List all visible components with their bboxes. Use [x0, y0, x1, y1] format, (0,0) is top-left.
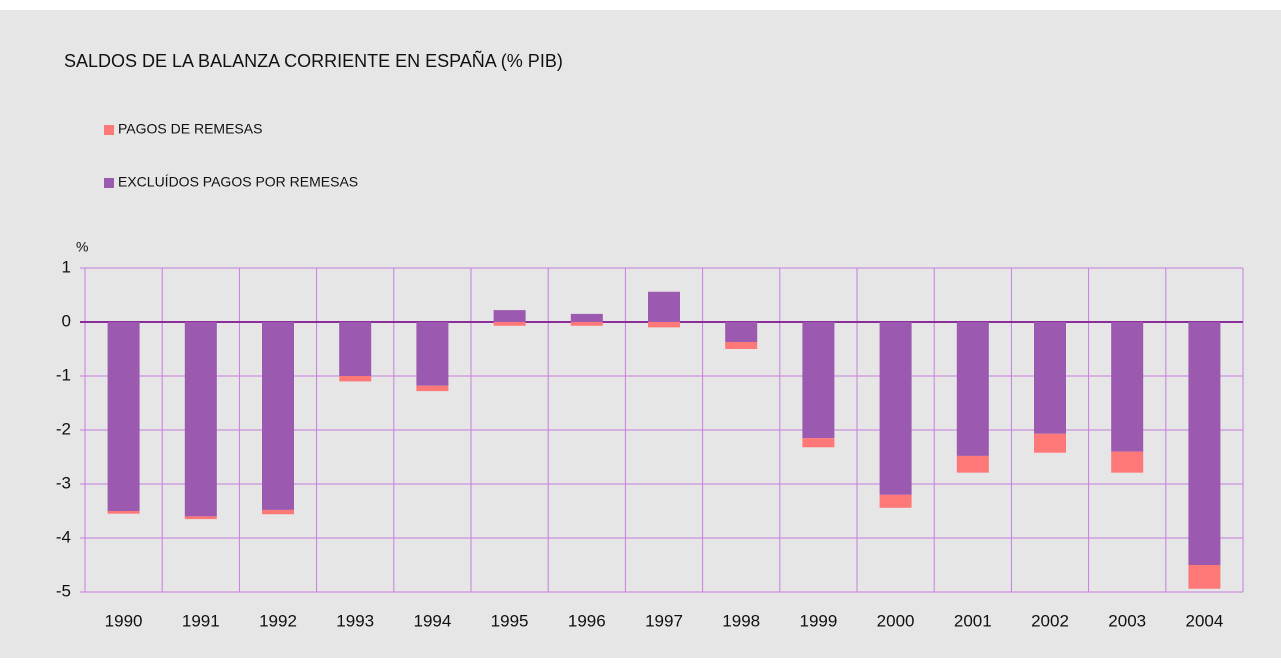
y-tick-label: -5: [56, 581, 71, 600]
bar: [184, 322, 217, 517]
bar: [339, 322, 372, 376]
bar: [1111, 322, 1144, 452]
x-tick-label: 2003: [1108, 611, 1146, 630]
bar: [570, 313, 603, 322]
bar: [107, 322, 140, 511]
bar: [493, 310, 526, 322]
bar: [648, 291, 680, 322]
bar: [262, 509, 294, 515]
bar: [879, 494, 912, 508]
x-tick-label: 1992: [259, 611, 297, 630]
bar: [725, 322, 758, 342]
x-tick-label: 1996: [568, 611, 606, 630]
bar: [107, 511, 140, 514]
y-tick-label: -3: [56, 473, 71, 492]
legend-swatch: [104, 125, 114, 135]
y-tick-label: 0: [62, 311, 71, 330]
bar: [725, 341, 758, 349]
x-tick-label: 1993: [336, 611, 374, 630]
bar: [1188, 565, 1221, 589]
bar: [339, 376, 372, 382]
bar: [416, 385, 449, 392]
legend-label: PAGOS DE REMESAS: [118, 121, 262, 137]
bar: [570, 322, 603, 326]
x-tick-label: 1995: [491, 611, 529, 630]
bar: [802, 322, 835, 439]
x-tick-label: 2002: [1031, 611, 1069, 630]
bar: [648, 322, 680, 328]
x-tick-label: 1997: [645, 611, 683, 630]
y-tick-label: -4: [56, 527, 71, 546]
x-tick-label: 1990: [105, 611, 143, 630]
bar: [956, 455, 989, 473]
x-tick-label: 2000: [877, 611, 915, 630]
bar: [956, 322, 989, 456]
y-tick-label: 1: [62, 257, 71, 276]
x-tick-label: 1999: [799, 611, 837, 630]
y-axis-label: %: [76, 239, 88, 255]
chart-title: SALDOS DE LA BALANZA CORRIENTE EN ESPAÑA…: [64, 50, 563, 71]
bar: [1111, 451, 1144, 473]
bar: [184, 516, 217, 520]
bar: [1188, 322, 1221, 565]
x-tick-label: 2001: [954, 611, 992, 630]
x-tick-label: 1991: [182, 611, 220, 630]
legend-swatch: [104, 178, 114, 188]
bar: [879, 322, 912, 495]
x-tick-label: 1998: [722, 611, 760, 630]
y-tick-label: -1: [56, 365, 71, 384]
x-tick-label: 2004: [1185, 611, 1223, 630]
bar: [262, 322, 294, 510]
x-tick-label: 1994: [413, 611, 451, 630]
bar: [1034, 322, 1066, 434]
bar: [1034, 433, 1066, 453]
bar: [416, 322, 449, 386]
bar: [493, 322, 526, 326]
y-tick-label: -2: [56, 419, 71, 438]
bar: [802, 438, 835, 448]
legend-label: EXCLUÍDOS PAGOS POR REMESAS: [118, 174, 358, 190]
